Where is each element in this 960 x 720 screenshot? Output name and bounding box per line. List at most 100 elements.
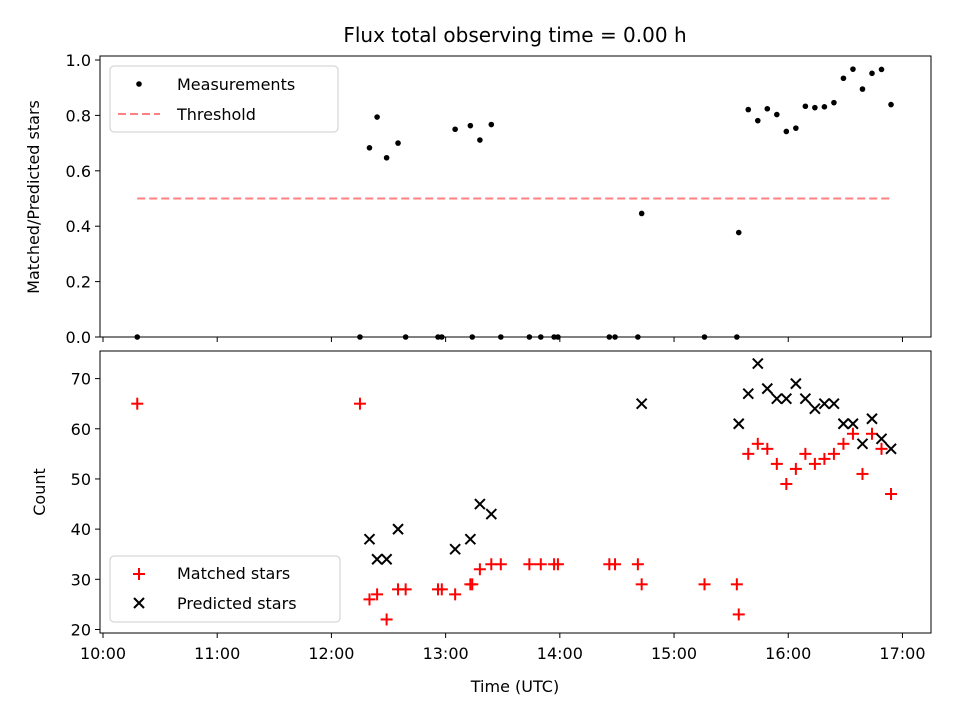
matched-star-point (609, 558, 622, 571)
predicted-star-point (809, 402, 821, 415)
measurement-point (395, 140, 401, 146)
matched-star-point (751, 437, 764, 450)
matched-star-point (865, 427, 878, 440)
bottom-y-axis-label: Count (30, 468, 49, 516)
predicted-star-point (635, 397, 648, 410)
x-axis-label: Time (UTC) (470, 677, 559, 696)
matched-star-point (818, 452, 831, 465)
legend-threshold-label: Threshold (176, 105, 256, 124)
predicted-star-point (828, 397, 840, 410)
measurement-point (357, 334, 363, 340)
legend-measurements-label: Measurements (177, 75, 295, 94)
measurement-point (734, 334, 740, 340)
x-tick-label: 10:00 (80, 644, 126, 663)
matched-star-point (846, 427, 859, 440)
matched-star-point (789, 462, 802, 475)
matched-star-point (780, 477, 793, 490)
bottom-y-tick-label: 20 (71, 620, 91, 639)
predicted-stars-series (363, 357, 897, 565)
matched-star-point (371, 588, 384, 601)
legend-matched-marker (133, 568, 145, 580)
matched-star-point (399, 583, 412, 596)
bottom-y-tick-label: 40 (71, 520, 91, 539)
predicted-star-point (485, 508, 498, 520)
matched-star-point (885, 488, 898, 501)
bottom-y-axis: 20 30 40 50 60 70 (71, 370, 100, 639)
matched-star-point (473, 563, 486, 576)
predicted-star-point (875, 433, 888, 445)
x-tick-label: 11:00 (194, 644, 240, 663)
measurement-point (869, 70, 875, 77)
measurement-point (467, 122, 474, 129)
top-y-axis-label: Matched/Predicted stars (24, 100, 43, 294)
matched-star-point (875, 442, 888, 455)
measurement-point (612, 334, 618, 340)
matched-star-point (799, 447, 812, 460)
matched-star-point (449, 588, 462, 601)
predicted-star-point (449, 543, 461, 555)
measurement-point (374, 114, 380, 120)
measurement-point (802, 103, 809, 110)
top-panel: 0.0 0.2 0.4 0.6 0.8 1.0 Matched/Predicted sta… (24, 51, 932, 347)
measurement-point (638, 210, 645, 217)
x-tick-label: 14:00 (537, 644, 583, 663)
matched-star-point (466, 578, 479, 591)
legend-measurements-marker (136, 81, 142, 87)
x-tick-label: 15:00 (651, 644, 697, 663)
matched-star-point (732, 608, 745, 621)
measurement-point (402, 334, 409, 340)
bottom-y-tick-label: 30 (71, 570, 91, 589)
matched-star-point (761, 442, 774, 455)
matched-star-point (534, 558, 547, 571)
x-tick-label: 13:00 (423, 644, 469, 663)
matched-star-point (730, 578, 743, 591)
measurement-point (878, 66, 885, 73)
measurement-point (701, 334, 708, 340)
bottom-legend: Matched stars Predicted stars (109, 555, 341, 623)
predicted-star-point (847, 418, 859, 430)
top-y-axis: 0.0 0.2 0.4 0.6 0.8 1.0 (66, 51, 100, 347)
legend-predicted-label: Predicted stars (177, 594, 297, 613)
top-y-tick-label: 0.6 (66, 162, 91, 181)
measurement-point (526, 334, 533, 340)
measurement-point (774, 111, 780, 118)
bottom-panel: 20 30 40 50 60 70 10:00 11:00 12:00 13:00 14:00 15… (30, 350, 932, 696)
matched-star-point (353, 397, 366, 410)
predicted-star-point (856, 438, 869, 450)
predicted-star-point (837, 418, 850, 430)
matched-star-point (494, 558, 507, 571)
matched-star-point (131, 397, 144, 410)
top-y-tick-label: 1.0 (66, 51, 91, 70)
predicted-star-point (780, 392, 793, 405)
top-plot-frame (99, 55, 932, 338)
measurement-point (452, 126, 458, 133)
measurement-point (469, 334, 476, 340)
matched-star-point (363, 593, 376, 606)
top-legend: Measurements Threshold (109, 65, 339, 133)
measurement-point (555, 334, 561, 340)
predicted-star-point (464, 533, 477, 545)
measurement-point (850, 66, 856, 72)
top-legend-box (109, 65, 339, 133)
predicted-star-point (733, 418, 745, 430)
measurement-point (888, 101, 894, 108)
matched-star-point (827, 447, 840, 460)
chart-title: Flux total observing time = 0.00 h (343, 23, 686, 47)
predicted-star-point (371, 553, 383, 565)
x-tick-label: 12:00 (308, 644, 354, 663)
bottom-plot-frame (99, 350, 932, 634)
measurement-point (745, 106, 752, 113)
measurement-point (477, 137, 483, 143)
bottom-y-tick-label: 70 (71, 370, 91, 389)
bottom-x-axis: 10:00 11:00 12:00 13:00 14:00 15:00 16:00 17:00 (80, 633, 926, 663)
measurement-point (366, 145, 373, 151)
measurement-point (735, 229, 742, 236)
bottom-y-tick-label: 60 (71, 420, 91, 439)
legend-matched-label: Matched stars (177, 564, 290, 583)
measurement-point (635, 334, 641, 340)
bottom-legend-box (109, 555, 341, 623)
matched-star-point (837, 437, 850, 450)
matched-star-point (551, 558, 564, 571)
matched-star-point (698, 578, 711, 591)
